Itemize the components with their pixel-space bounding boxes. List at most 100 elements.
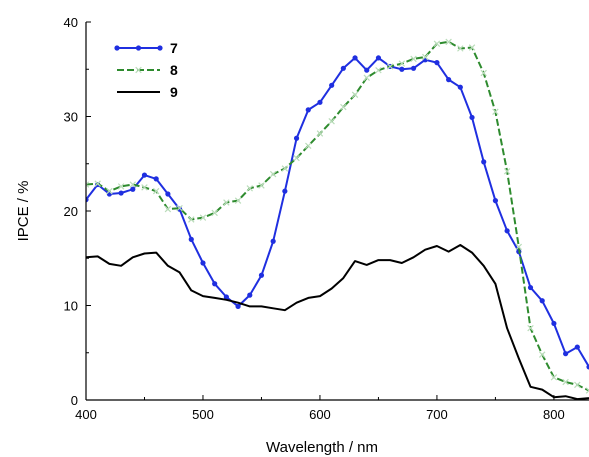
data-point-7: [527, 284, 534, 291]
data-point-8: [269, 170, 277, 178]
legend: 7 8 9: [114, 40, 178, 100]
data-point-8: [305, 142, 312, 150]
data-point-7: [153, 176, 159, 182]
data-point-8: [188, 216, 195, 223]
data-point-8: [94, 180, 101, 187]
series-9: [86, 244, 589, 400]
data-point-7: [200, 260, 206, 266]
data-point-8: [550, 374, 558, 381]
y-tick-label: 0: [71, 393, 78, 408]
data-point-7: [282, 188, 288, 194]
x-axis-label: Wavelength / nm: [266, 439, 378, 456]
data-point-8: [363, 74, 370, 81]
data-point-7: [86, 197, 89, 203]
data-point-7: [399, 66, 405, 72]
data-point-8: [340, 103, 347, 111]
data-point-7: [305, 107, 311, 113]
legend-marker: [135, 66, 142, 74]
x-tick-label: 800: [543, 407, 565, 422]
data-point-8: [164, 205, 172, 213]
data-point-7: [469, 114, 475, 121]
data-point-8: [199, 214, 207, 221]
data-point-7: [551, 320, 557, 327]
data-point-7: [574, 344, 580, 350]
data-point-7: [446, 77, 452, 83]
data-point-7: [317, 99, 323, 105]
data-point-8: [468, 44, 476, 51]
data-point-8: [398, 60, 406, 67]
y-tick-label: 20: [64, 204, 78, 219]
data-point-8: [574, 381, 581, 389]
legend-item-7: 7: [114, 40, 178, 56]
data-point-7: [492, 198, 499, 204]
legend-label: 8: [170, 62, 178, 78]
data-point-8: [351, 91, 359, 98]
data-point-8: [106, 187, 113, 195]
legend-marker: [114, 45, 120, 51]
legend-label: 9: [170, 84, 178, 100]
data-point-7: [539, 298, 545, 304]
data-point-8: [410, 55, 417, 63]
data-point-8: [316, 130, 324, 137]
data-point-8: [538, 351, 546, 358]
data-point-7: [563, 351, 569, 357]
data-point-8: [328, 118, 335, 125]
data-point-8: [585, 387, 589, 394]
data-point-8: [422, 53, 429, 61]
data-point-8: [445, 38, 452, 46]
data-point-7: [457, 84, 463, 90]
data-point-8: [433, 40, 441, 47]
data-point-7: [364, 67, 370, 73]
data-point-8: [211, 209, 218, 217]
legend-marker: [135, 45, 142, 51]
data-point-8: [293, 154, 300, 162]
data-point-7: [270, 238, 276, 244]
data-point-7: [212, 281, 218, 287]
y-tick-label: 40: [64, 15, 78, 30]
data-point-8: [223, 199, 230, 206]
data-point-8: [152, 187, 160, 195]
data-point-7: [235, 303, 241, 310]
data-point-7: [130, 186, 136, 192]
series-8: [86, 38, 589, 394]
series-line-9: [86, 244, 589, 400]
data-point-7: [247, 292, 253, 298]
data-point-8: [386, 63, 394, 70]
data-point-8: [258, 182, 265, 189]
data-point-8: [117, 183, 125, 190]
data-point-7: [375, 55, 382, 61]
data-point-8: [141, 184, 148, 191]
data-point-7: [118, 190, 124, 196]
x-tick-label: 600: [309, 407, 331, 422]
data-point-7: [329, 82, 335, 88]
data-point-7: [434, 60, 440, 66]
x-tick-label: 400: [75, 407, 97, 422]
ticks-layer: 400 500 600 700 800 0 10 20 30 40: [64, 15, 565, 422]
data-point-7: [586, 364, 589, 370]
data-point-8: [281, 165, 289, 172]
data-point-7: [340, 65, 346, 71]
data-point-8: [503, 168, 511, 175]
data-point-7: [481, 159, 487, 165]
data-point-8: [246, 185, 253, 192]
data-point-7: [188, 236, 194, 242]
series-line-8: [86, 40, 589, 392]
data-point-7: [504, 228, 510, 234]
x-tick-label: 500: [192, 407, 214, 422]
series-layer: [86, 38, 589, 400]
y-tick-label: 10: [64, 299, 78, 314]
legend-item-8: 8: [117, 62, 178, 78]
data-point-8: [234, 197, 242, 204]
data-point-8: [480, 69, 487, 77]
x-tick-label: 700: [426, 407, 448, 422]
data-point-7: [352, 55, 358, 61]
data-point-7: [141, 172, 148, 178]
data-point-7: [410, 65, 417, 71]
data-point-8: [86, 181, 90, 188]
data-point-7: [258, 272, 265, 278]
data-point-8: [176, 204, 183, 212]
series-7: [86, 55, 589, 370]
y-axis-label: IPCE / %: [15, 181, 32, 242]
data-point-8: [515, 243, 523, 251]
